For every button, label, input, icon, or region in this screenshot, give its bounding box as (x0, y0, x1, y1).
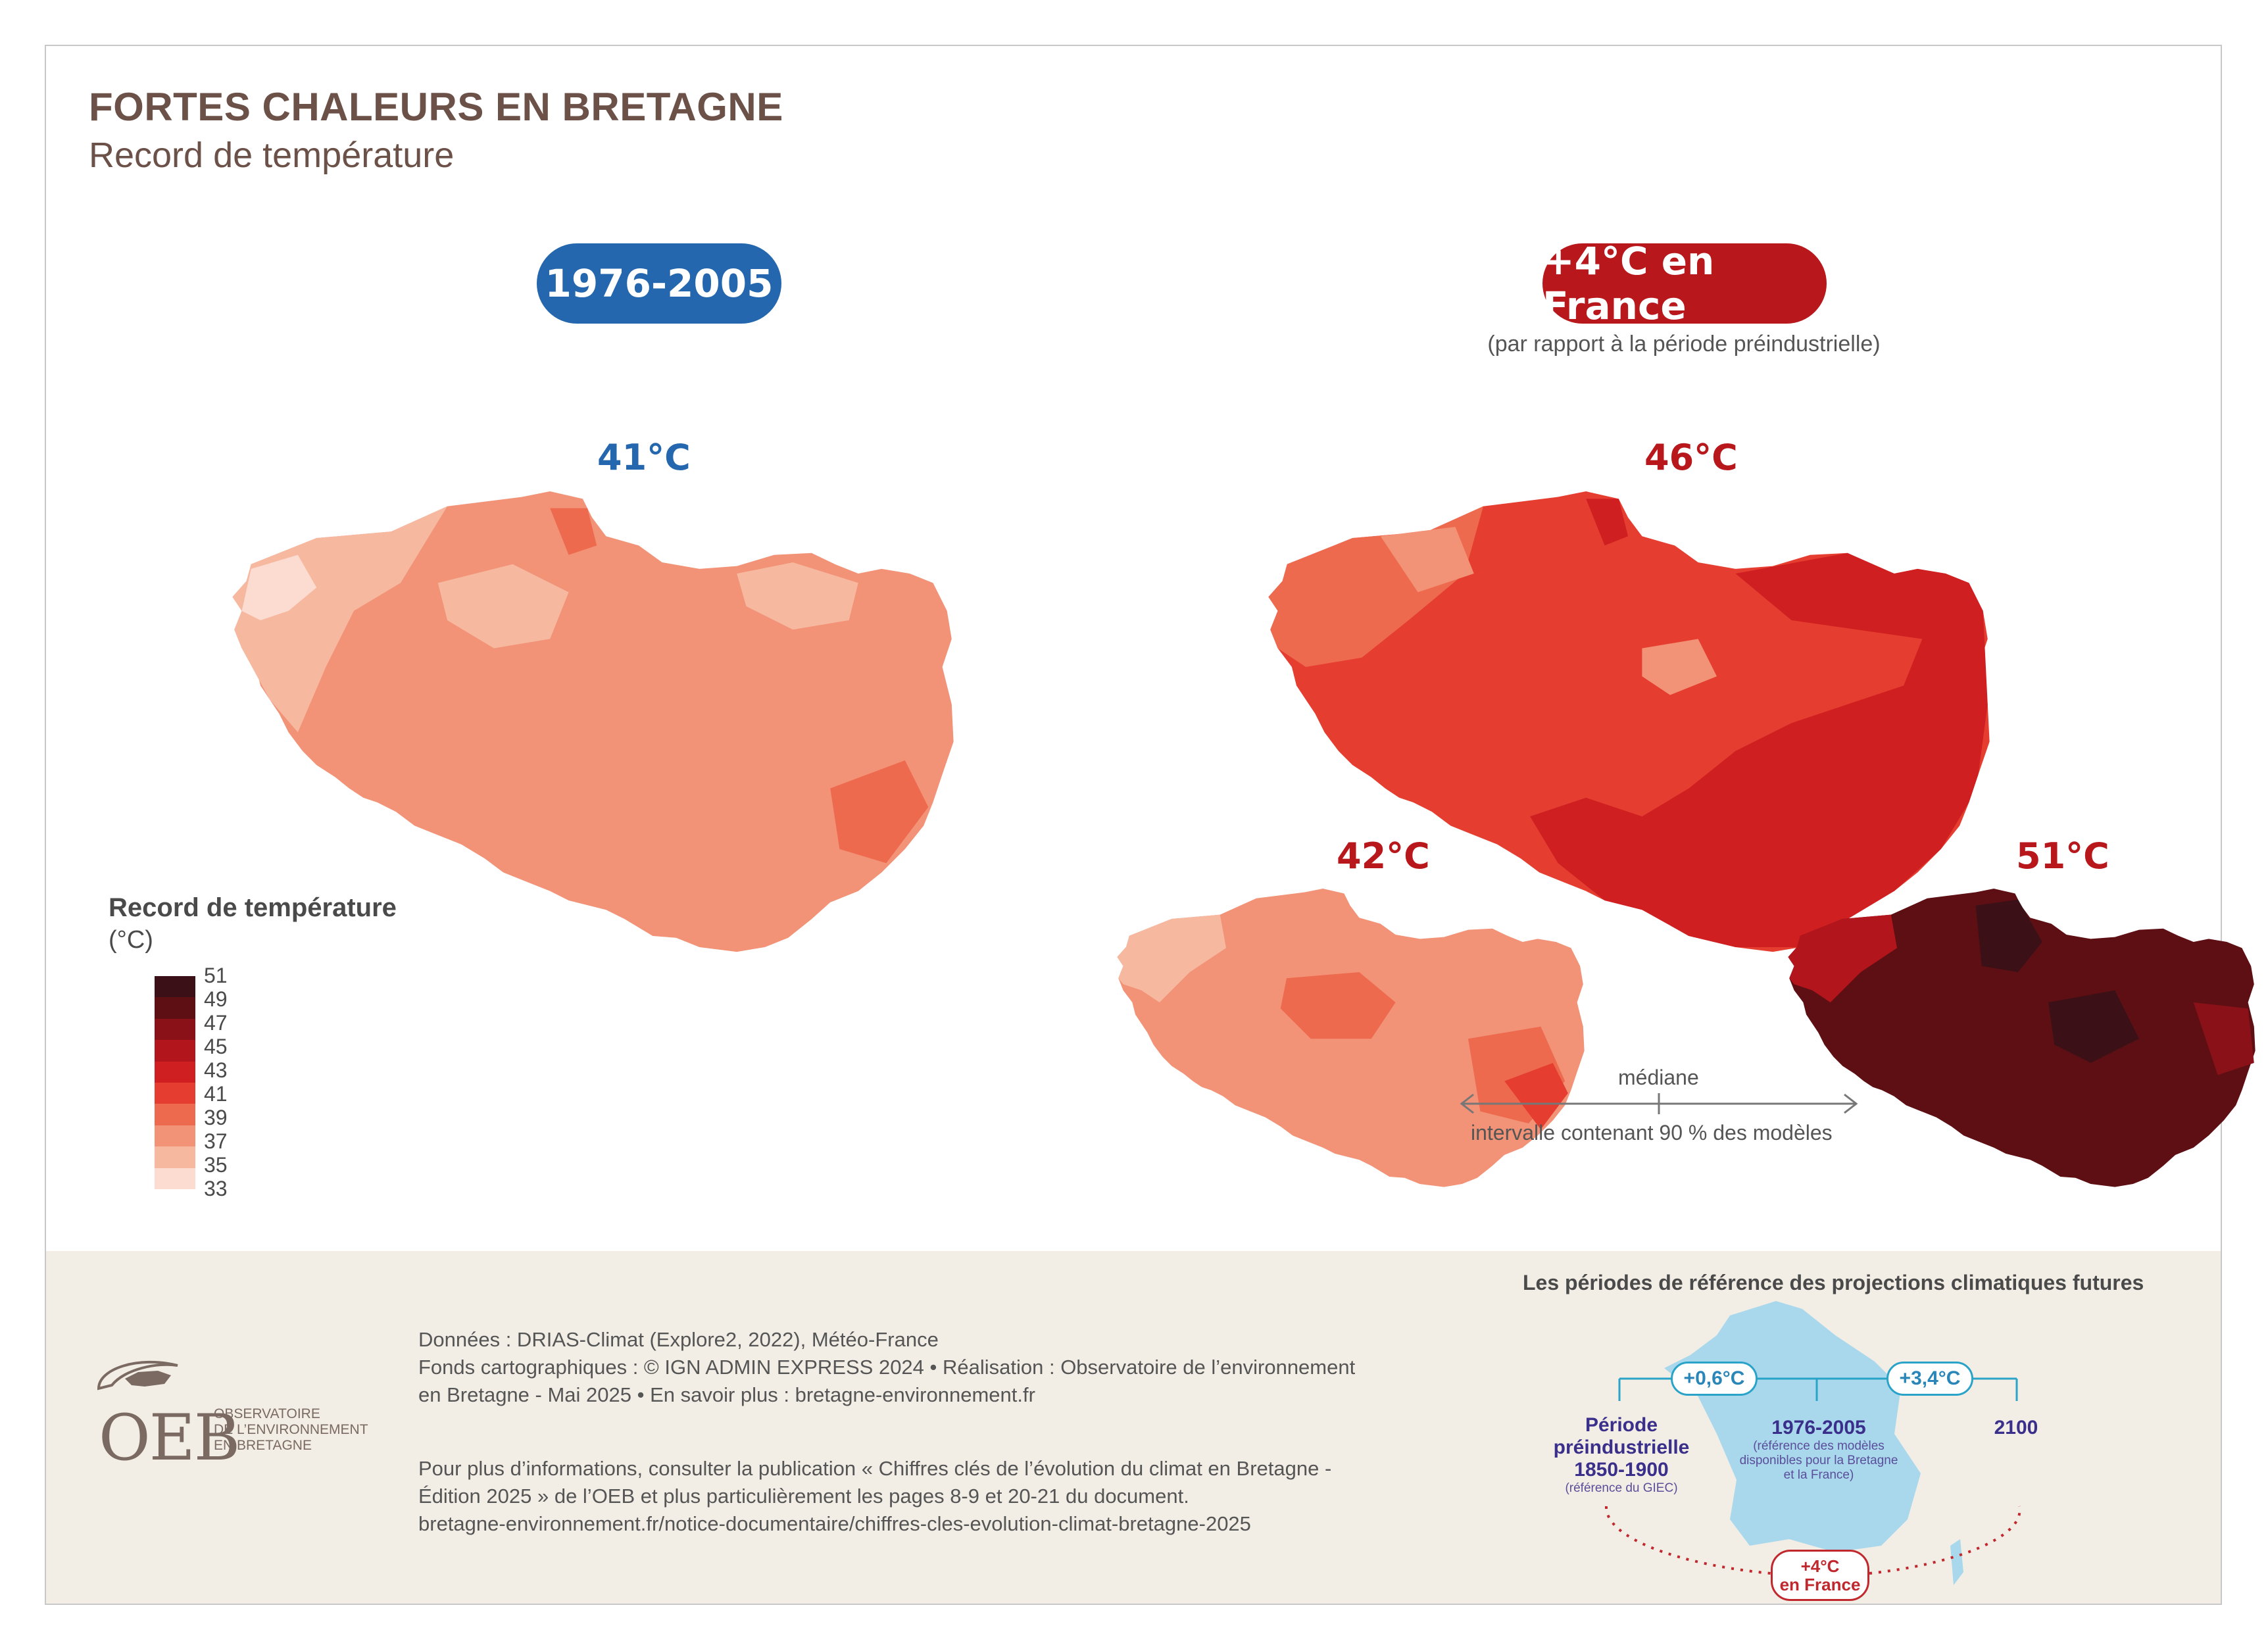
legend-tick-label: 51 (204, 964, 228, 987)
delta-future-badge: +3,4°C (1886, 1362, 1973, 1396)
legend-swatch (155, 976, 195, 998)
period-preindustrial: Période préindustrielle 1850-1900 (référ… (1553, 1414, 1690, 1495)
period-2100: 2100 (1994, 1417, 2038, 1438)
legend-title: Record de température (109, 893, 397, 922)
legend-swatch (155, 997, 195, 1019)
legend-swatch (155, 1104, 195, 1125)
legend-tick-label: 43 (204, 1058, 228, 1082)
legend-color-scale (155, 976, 195, 1189)
period-future-note: (par rapport à la période préindustriell… (1487, 332, 1881, 356)
legend-swatch (155, 1082, 195, 1104)
period-recent: 1976-2005 (référence des modèles disponi… (1739, 1417, 1898, 1482)
legend-swatch (155, 1146, 195, 1168)
median-label: médiane (1618, 1066, 1699, 1089)
legend-tick-label: 41 (204, 1082, 228, 1106)
page-subtitle: Record de température (89, 135, 455, 175)
legend-tick-label: 47 (204, 1011, 228, 1035)
legend-swatch (155, 1018, 195, 1041)
legend-tick-label: 37 (204, 1129, 228, 1153)
legend-swatch (155, 1168, 195, 1189)
legend-swatch (155, 1061, 195, 1083)
oeb-logo-mark (97, 1360, 178, 1390)
period-historical-badge: 1976-2005 (537, 243, 781, 324)
oeb-logo-text: OBSERVATOIRE DE L’ENVIRONNEMENT EN BRETA… (214, 1406, 368, 1453)
historical-value-label: 41°C (597, 437, 691, 478)
interval-arrow (1460, 1093, 1858, 1114)
france-warming-badge: +4°C en France (1771, 1550, 1869, 1601)
legend-tick-label: 49 (204, 987, 228, 1011)
source-credits: Données : DRIAS-Climat (Explore2, 2022),… (418, 1328, 1356, 1406)
future-median-value-label: 46°C (1644, 437, 1738, 478)
page-title: FORTES CHALEURS EN BRETAGNE (89, 85, 783, 129)
reference-inset-title: Les périodes de référence des projection… (1523, 1271, 2144, 1294)
interval-label: intervalle contenant 90 % des modèles (1471, 1121, 1833, 1144)
map-future-high (1788, 889, 2256, 1187)
legend-tick-label: 33 (204, 1177, 228, 1200)
legend-tick-label: 39 (204, 1106, 228, 1129)
legend-unit: (°C) (109, 926, 153, 954)
map-future-low (1117, 889, 1585, 1187)
map-future-median (1268, 491, 1990, 952)
frame-border (45, 45, 2222, 1605)
period-future-badge: +4°C en France (1542, 239, 1827, 328)
map-historical (232, 491, 954, 952)
legend-tick-label: 35 (204, 1153, 228, 1177)
future-high-value-label: 51°C (2016, 835, 2109, 877)
oeb-logo-word: OEB (99, 1401, 240, 1475)
more-info: Pour plus d’informations, consulter la p… (418, 1457, 1332, 1535)
delta-preindustrial-badge: +0,6°C (1671, 1362, 1758, 1396)
legend-tick-label: 45 (204, 1035, 228, 1058)
legend-swatch (155, 1040, 195, 1062)
future-low-value-label: 42°C (1337, 835, 1430, 877)
legend-swatch (155, 1125, 195, 1147)
